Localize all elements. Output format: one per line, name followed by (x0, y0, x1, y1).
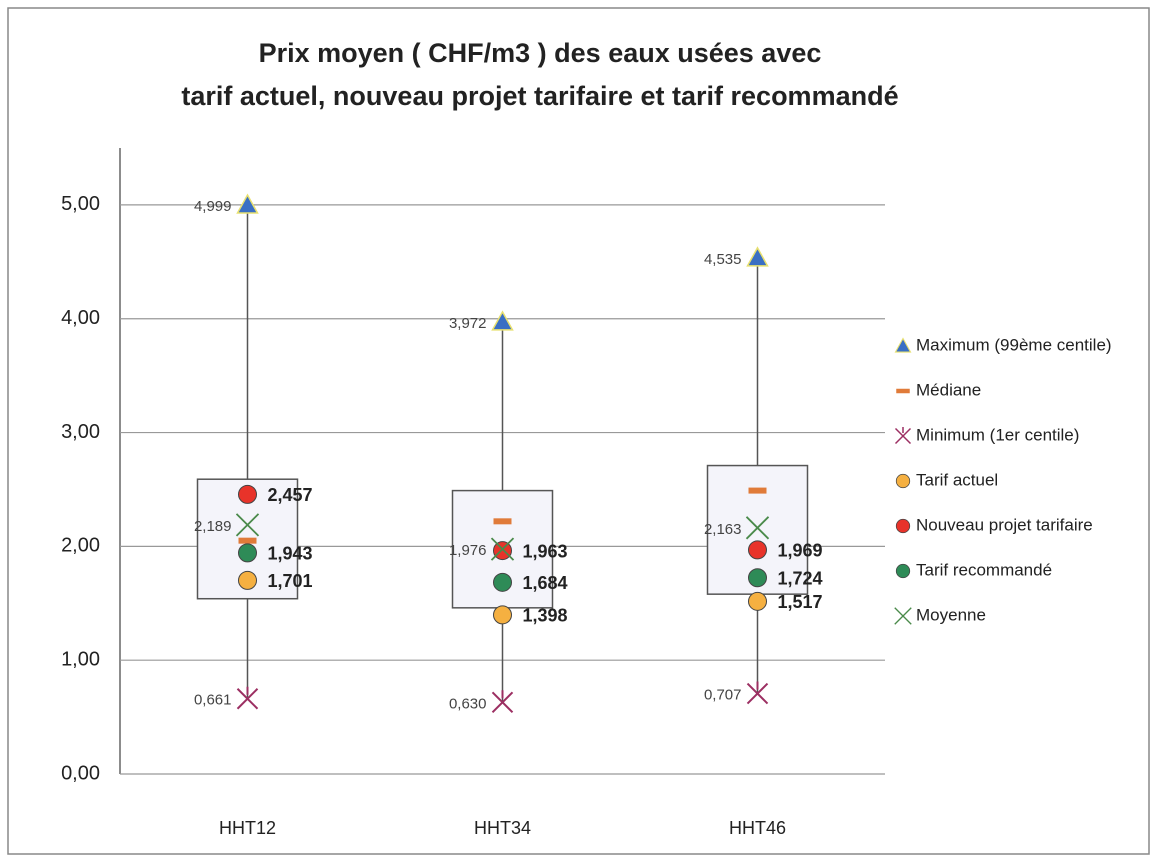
point (748, 591, 767, 611)
legend-marker (896, 388, 910, 394)
y-tick-label: 3,00 (61, 421, 100, 443)
value-label: 2,163 (704, 521, 742, 538)
legend-label: Maximum (99ème centile) (916, 335, 1112, 354)
point-part (745, 516, 770, 540)
value-label: 0,661 (194, 692, 232, 709)
point-part (748, 540, 767, 560)
point-part (493, 541, 512, 561)
value-label: 4,535 (704, 251, 742, 268)
legend-label: Médiane (916, 380, 981, 399)
value-label: 1,969 (778, 541, 823, 561)
legend-marker-part (894, 337, 912, 353)
legend-marker (894, 427, 912, 445)
point (491, 310, 514, 331)
x-tick-label: HHT46 (729, 818, 786, 838)
point (238, 484, 257, 504)
point-part (493, 605, 512, 625)
point-part (491, 690, 514, 714)
point (745, 516, 770, 540)
legend-label: Tarif recommandé (916, 560, 1052, 579)
y-tick-label: 2,00 (61, 535, 100, 557)
point-part (236, 686, 259, 710)
point-part (491, 310, 514, 331)
point-part (490, 537, 515, 561)
legend-marker (894, 607, 912, 625)
value-label: 1,398 (523, 606, 568, 626)
legend-label: Tarif actuel (916, 470, 998, 489)
legend-marker-part (895, 563, 911, 579)
point-part (238, 570, 257, 590)
point (236, 193, 259, 214)
x-tick-label: HHT12 (219, 818, 276, 838)
legend-marker-part (894, 427, 912, 445)
point-part (493, 518, 512, 525)
legend-marker (895, 563, 911, 579)
y-tick-label: 5,00 (61, 193, 100, 215)
legend-marker (894, 337, 912, 353)
value-label: 1,684 (523, 573, 568, 593)
value-label: 2,457 (268, 485, 313, 505)
point-part (748, 568, 767, 588)
legend-marker (895, 473, 911, 489)
point (491, 690, 514, 714)
point (493, 518, 512, 525)
legend-marker-part (895, 473, 911, 489)
value-label: 2,189 (194, 518, 232, 535)
point-part (238, 537, 257, 544)
value-label: 1,724 (778, 569, 823, 589)
value-label: 4,999 (194, 198, 232, 215)
point (238, 570, 257, 590)
point (238, 543, 257, 563)
point-part (238, 484, 257, 504)
legend-label: Moyenne (916, 605, 986, 624)
point (493, 572, 512, 592)
point (236, 686, 259, 710)
point-part (238, 543, 257, 563)
point-part (746, 246, 769, 267)
value-label: 1,701 (268, 571, 313, 591)
legend-label: Nouveau projet tarifaire (916, 515, 1093, 534)
point (748, 540, 767, 560)
value-label: 1,976 (449, 542, 487, 559)
legend-label: Minimum (1er centile) (916, 425, 1079, 444)
legend-marker (895, 518, 911, 534)
y-tick-label: 4,00 (61, 307, 100, 329)
value-label: 1,963 (523, 541, 568, 561)
point-part (748, 487, 767, 494)
point (748, 487, 767, 494)
value-label: 0,630 (449, 695, 487, 712)
point (493, 605, 512, 625)
legend-marker-part (895, 518, 911, 534)
y-tick-label: 0,00 (61, 762, 100, 784)
chart-title: Prix moyen ( CHF/m3 ) des eaux usées ave… (259, 38, 822, 68)
point-part (748, 591, 767, 611)
point (748, 568, 767, 588)
chart-border (7, 7, 1150, 855)
point (493, 541, 512, 561)
point (746, 246, 769, 267)
x-tick-label: HHT34 (474, 818, 531, 838)
legend-marker-part (896, 388, 910, 394)
value-label: 1,943 (268, 544, 313, 564)
value-label: 3,972 (449, 315, 487, 332)
legend-marker-part (894, 607, 912, 625)
point-part (236, 193, 259, 214)
y-tick-label: 1,00 (61, 648, 100, 670)
chart-title: tarif actuel, nouveau projet tarifaire e… (181, 81, 898, 111)
value-label: 0,707 (704, 686, 742, 703)
point-part (746, 681, 769, 705)
point (235, 513, 260, 537)
point-part (235, 513, 260, 537)
point (746, 681, 769, 705)
point-part (493, 572, 512, 592)
point (238, 537, 257, 544)
value-label: 1,517 (778, 592, 823, 612)
point (490, 537, 515, 561)
